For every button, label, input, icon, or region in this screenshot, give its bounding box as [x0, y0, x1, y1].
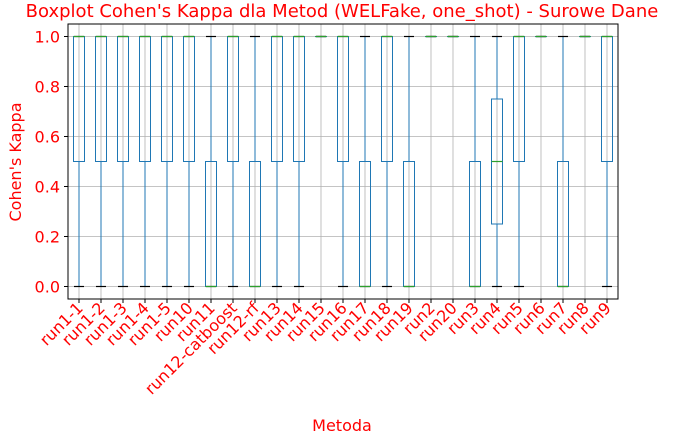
box-run1-1 — [73, 35, 85, 288]
y-tick-label: 0.2 — [35, 228, 60, 247]
box-run14 — [293, 35, 305, 288]
y-tick-label: 0.0 — [35, 278, 60, 297]
box-run4 — [491, 35, 503, 288]
box-run5 — [513, 35, 525, 288]
box-run9 — [601, 35, 613, 288]
y-tick-label: 0.8 — [35, 78, 60, 97]
box-run1-4 — [139, 35, 151, 288]
box-run17 — [359, 35, 371, 288]
y-axis-label: Cohen's Kappa — [6, 102, 25, 221]
box-run7 — [557, 35, 569, 288]
box-run1-5 — [161, 35, 173, 288]
x-axis-label: Metoda — [312, 416, 372, 435]
box-run13 — [271, 35, 283, 288]
box-run3 — [469, 35, 481, 288]
box-run16 — [337, 35, 349, 288]
box-run12-catboost — [227, 35, 239, 288]
box-run1-3 — [117, 35, 129, 288]
box-run11 — [205, 35, 217, 288]
y-tick-label: 0.4 — [35, 178, 60, 197]
box-run19 — [403, 35, 415, 288]
box-run1-2 — [95, 35, 107, 288]
box-run12-rf — [249, 35, 261, 288]
box-run18 — [381, 35, 393, 288]
x-axis: run1-1run1-2run1-3run1-4run1-5run10run11… — [36, 298, 615, 398]
boxes — [73, 35, 613, 288]
y-tick-label: 1.0 — [35, 28, 60, 47]
chart-title: Boxplot Cohen's Kappa dla Metod (WELFake… — [26, 1, 659, 22]
y-axis: 0.0 0.2 0.4 0.6 0.8 1.0 — [35, 28, 68, 297]
box-run10 — [183, 35, 195, 288]
y-tick-label: 0.6 — [35, 128, 60, 147]
